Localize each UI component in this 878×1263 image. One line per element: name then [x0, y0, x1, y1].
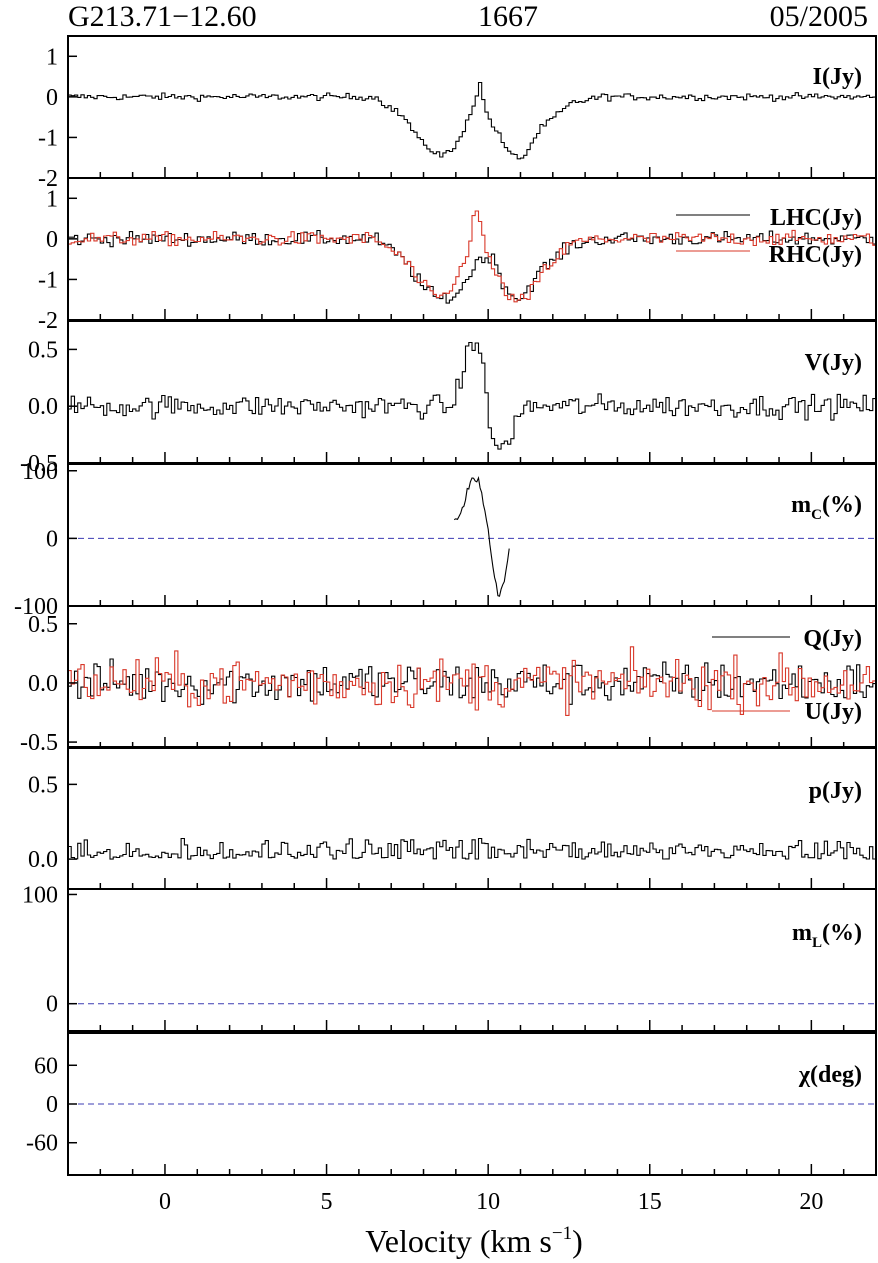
series-label: I(Jy): [813, 64, 862, 90]
panel-LHC_RHC: 1 0 -1 -2 LHC(Jy) RHC(Jy): [38, 177, 877, 334]
y-tick-label: 0: [46, 992, 58, 1018]
source-name: G213.71−12.60: [68, 0, 257, 33]
x-tick-label: 10: [476, 1189, 500, 1215]
panel-chi: 60 0 -60 χ(deg): [26, 1032, 877, 1176]
x-axis: 0 5 10 15 20: [159, 1189, 823, 1215]
series-label: LHC(Jy): [770, 205, 862, 231]
panel-frame: [67, 888, 877, 1032]
y-tick-label: -0.5: [20, 451, 58, 477]
panel-QU: 0.5 0.0 -0.5 Q(Jy) U(Jy): [20, 605, 877, 756]
y-tick-label: 1: [46, 44, 58, 70]
x-tick-label: 0: [159, 1189, 171, 1215]
y-tick-label: -1: [38, 125, 58, 151]
y-tick-label: 0.5: [28, 612, 58, 638]
y-tick-label: 0: [46, 1092, 58, 1118]
panel-I: 1 0 -1 -2 I(Jy): [38, 35, 877, 192]
y-tick-label: 0: [46, 227, 58, 253]
y-tick-label: 60: [34, 1053, 58, 1079]
y-tick-label: -1: [38, 267, 58, 293]
y-tick-label: -100: [14, 594, 58, 620]
panel-frame: [67, 463, 877, 607]
series-label: χ(deg): [798, 1062, 862, 1088]
x-tick-label: 20: [799, 1189, 823, 1215]
series-label: RHC(Jy): [769, 242, 862, 268]
series-I-trace: [68, 81, 876, 160]
series-label: mC(%): [791, 492, 862, 523]
y-tick-label: 0.5: [28, 772, 58, 798]
x-tick-label: 15: [638, 1189, 662, 1215]
y-tick-label: -0.5: [20, 730, 58, 756]
y-tick-label: 0: [46, 526, 58, 552]
series-V-trace: [68, 341, 876, 450]
y-tick-label: 0.0: [28, 394, 58, 420]
series-label: U(Jy): [805, 699, 862, 725]
series-label: p(Jy): [809, 778, 862, 804]
x-tick-label: 5: [321, 1189, 333, 1215]
panel-mL: 100 0 mL(%): [22, 882, 877, 1032]
series-RHC-trace: [68, 210, 876, 303]
y-tick-label: 0.0: [28, 847, 58, 873]
y-tick-label: -60: [26, 1131, 58, 1157]
y-tick-label: 0: [46, 85, 58, 111]
panel-p: 0.5 0.0 p(Jy): [28, 746, 877, 890]
panel-V: 0.5 0.0 -0.5 V(Jy): [20, 320, 877, 477]
observation-date: 05/2005: [770, 0, 868, 33]
series-U-trace: [68, 646, 876, 716]
y-tick-label: -2: [38, 308, 58, 334]
panel-frame: [67, 177, 877, 321]
line-frequency: 1667: [478, 0, 538, 33]
y-tick-label: 1: [46, 186, 58, 212]
x-axis-label: Velocity (km s−1): [365, 1223, 583, 1259]
y-tick-label: 100: [22, 459, 58, 485]
panel-stack: 1 0 -1 -2 I(Jy) 1 0 -1 -2 LHC(Jy) RHC(Jy) 0.5 0.0 -0.…: [14, 35, 877, 1176]
panel-mC: 100 0 -100 mC(%): [14, 459, 877, 620]
series-p-trace: [68, 837, 876, 860]
y-tick-label: 0.0: [28, 671, 58, 697]
series-label: V(Jy): [805, 350, 862, 376]
panel-frame: [67, 746, 877, 890]
series-mC-trace: [453, 476, 510, 597]
series-label: mL(%): [792, 920, 862, 951]
series-label: Q(Jy): [803, 626, 862, 652]
y-tick-label: 0.5: [28, 337, 58, 363]
y-tick-label: -2: [38, 166, 58, 192]
y-tick-label: 100: [22, 882, 58, 908]
